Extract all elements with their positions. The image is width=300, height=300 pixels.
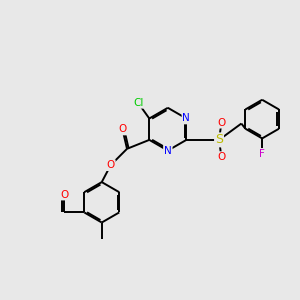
Text: Cl: Cl <box>133 98 143 108</box>
Text: F: F <box>259 149 265 159</box>
Text: N: N <box>182 113 190 124</box>
Text: O: O <box>217 152 226 162</box>
Text: O: O <box>118 124 127 134</box>
Text: O: O <box>106 160 115 170</box>
Text: N: N <box>164 146 172 156</box>
Text: O: O <box>60 190 68 200</box>
Text: O: O <box>217 118 226 128</box>
Text: S: S <box>215 134 223 146</box>
